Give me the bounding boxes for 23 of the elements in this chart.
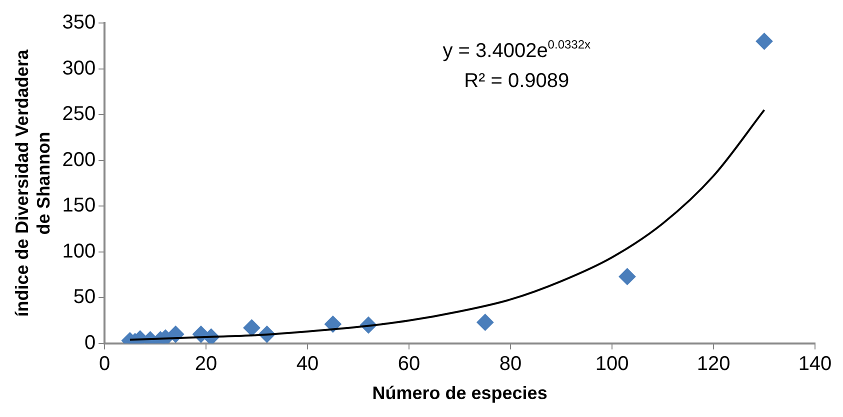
y-tick-label: 300 bbox=[62, 57, 96, 80]
y-tick-label: 250 bbox=[62, 103, 96, 126]
y-tick-label: 200 bbox=[62, 148, 96, 171]
y-tick-label: 0 bbox=[84, 332, 96, 354]
x-tick-label: 120 bbox=[696, 352, 730, 375]
point bbox=[243, 319, 260, 336]
point bbox=[618, 268, 636, 286]
y-tick-label: 150 bbox=[62, 194, 96, 217]
x-axis-title: Número de especies bbox=[372, 383, 548, 404]
x-tick-label: 80 bbox=[499, 352, 522, 375]
x-tick-label: 100 bbox=[595, 352, 629, 375]
y-axis-title: índice de Diversidad Verdadera de Shannon bbox=[12, 48, 54, 317]
x-tick-label: 0 bbox=[99, 352, 110, 375]
y-tick-label: 100 bbox=[62, 240, 96, 262]
y-tick-label: 350 bbox=[62, 12, 96, 34]
point bbox=[756, 32, 773, 50]
x-tick-label: 20 bbox=[194, 352, 218, 375]
annotation: R² = 0.9089 bbox=[464, 70, 570, 92]
y-tick-label: 50 bbox=[73, 286, 96, 308]
x-tick-label: 60 bbox=[398, 352, 420, 375]
x-tick-label: 140 bbox=[798, 352, 832, 375]
x-tick-label: 40 bbox=[296, 352, 319, 375]
point bbox=[476, 314, 494, 331]
